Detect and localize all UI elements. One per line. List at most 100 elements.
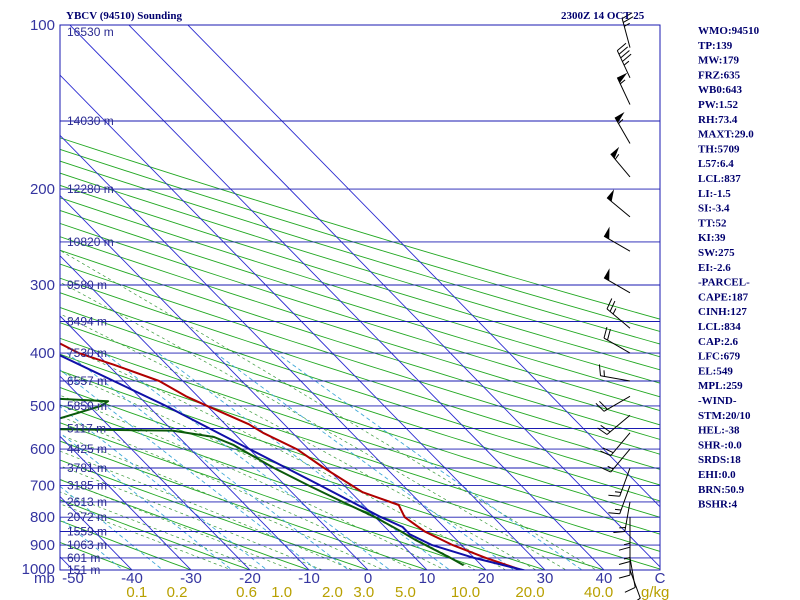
stability-index: BRN:50.9	[698, 484, 745, 496]
temperature-tick-label: -50	[62, 570, 84, 587]
stability-index: LCL:834	[698, 321, 741, 333]
wind-barb-flag	[609, 300, 616, 312]
height-label: 2072 m	[67, 510, 107, 524]
wind-barb-half-flag	[623, 542, 631, 546]
wind-barb	[613, 501, 631, 533]
dry-adiabat	[60, 184, 660, 371]
mixing-ratio-line	[104, 352, 391, 570]
wind-barb-pennant	[610, 146, 620, 159]
wind-barb-half-flag	[623, 60, 630, 66]
wind-barb	[621, 12, 634, 48]
isotherm	[60, 255, 369, 570]
pressure-tick-label: 1000	[22, 561, 55, 578]
dry-adiabat	[60, 222, 660, 412]
mixing-ratio-tick-label: 40.0	[584, 584, 613, 600]
temperature-tick-label: -10	[298, 570, 320, 587]
dry-adiabat	[60, 197, 660, 384]
wind-barb-flag	[618, 574, 631, 579]
isotherm	[60, 375, 251, 570]
wind-barb-flag	[600, 424, 611, 433]
moist-adiabat	[60, 434, 385, 570]
height-label: 12280 m	[67, 182, 114, 196]
pressure-tick-label: 700	[30, 478, 55, 495]
pressure-tick-label: 600	[30, 441, 55, 458]
height-label: 7530 m	[67, 346, 107, 360]
stability-index: STM:20/10	[698, 410, 751, 422]
mixing-ratio-line	[60, 432, 233, 570]
stability-index: -PARCEL-	[698, 277, 750, 289]
wind-barb-staff	[603, 235, 631, 252]
wind-barb-half-flag	[612, 308, 617, 315]
mixing-ratio-tick-label: 0.1	[126, 584, 147, 600]
isobars	[60, 120, 660, 570]
isotherm	[60, 134, 487, 570]
dry-adiabat	[60, 422, 488, 570]
wind-barb-flag	[620, 50, 630, 59]
parcel-profile	[60, 354, 528, 570]
wind-barb-flag	[618, 546, 631, 551]
stability-index: TT:52	[698, 217, 727, 229]
mixing-ratio-line	[158, 352, 451, 570]
wind-barb-flag	[600, 450, 611, 457]
wind-barb-flag	[602, 447, 614, 454]
temperature-tick-label: -30	[180, 570, 202, 587]
mixing-ratio-tick-label: 1.0	[271, 584, 292, 600]
wind-barb-staff	[629, 569, 641, 599]
wind-barb-flag	[597, 427, 608, 435]
isotherm	[60, 194, 428, 570]
wind-barb-staff	[603, 395, 631, 412]
wind-barb-flag	[599, 400, 608, 410]
stability-index: L57:6.4	[698, 158, 734, 170]
wind-barb-pennant	[604, 226, 610, 240]
stability-index: WMO:94510	[698, 25, 760, 37]
wind-barb-flag	[618, 46, 629, 55]
mixing-ratio-tick-label: 2.0	[322, 584, 343, 600]
height-label: 5117 m	[67, 422, 106, 436]
stability-index: LFC:679	[698, 351, 741, 363]
wind-barb-staff	[606, 197, 631, 218]
height-label: 1559 m	[67, 525, 107, 539]
mixing-ratio-tick-label: 20.0	[515, 584, 544, 600]
mixing-ratio-tick-label: 5.0	[395, 584, 416, 600]
mixing-ratio-lines	[60, 352, 583, 570]
wind-barb-half-flag	[624, 22, 630, 27]
stability-index: PW:1.52	[698, 99, 739, 111]
stability-index: HEL:-38	[698, 425, 740, 437]
stability-index: TH:5709	[698, 143, 740, 155]
isotherm	[128, 25, 660, 568]
temperature-profile	[60, 342, 527, 570]
isotherm	[60, 315, 310, 570]
moist-adiabat	[60, 281, 567, 570]
wind-barb-staff	[619, 485, 631, 514]
moist-adiabat	[60, 343, 507, 570]
mixing-ratio-line	[66, 352, 350, 570]
stability-index: CAP:2.6	[698, 336, 739, 348]
dry-adiabat	[60, 479, 311, 570]
mixing-ratio-tick-label: 0.6	[236, 584, 257, 600]
wind-barb-flag	[623, 16, 634, 23]
stability-index: KI:39	[698, 232, 726, 244]
mixing-ratio-line	[215, 352, 515, 570]
wind-barb	[606, 189, 631, 218]
mixing-ratio-unit-label: g/kg	[641, 584, 669, 600]
wind-barb-half-flag	[614, 154, 620, 160]
wind-barb-half-flag	[623, 557, 631, 560]
height-label: 10820 m	[67, 235, 114, 249]
wind-barb-flag	[606, 298, 613, 310]
wind-barb	[600, 448, 631, 473]
height-label: 3781 m	[67, 461, 107, 475]
wind-barb-flag	[603, 326, 608, 339]
stability-index: BSHR:4	[698, 499, 738, 511]
isotherm	[187, 25, 660, 508]
isotherm	[69, 25, 605, 570]
stability-index: WB0:643	[698, 84, 743, 96]
pressure-tick-label: 500	[30, 398, 55, 415]
wind-barb-staff	[616, 50, 631, 79]
dry-adiabat	[60, 307, 660, 502]
wind-barb-staff	[606, 308, 631, 329]
height-label: 3185 m	[67, 479, 107, 493]
temperature-axis: -50 -40 -30 -20 -10 0 10 20 30 40 C	[62, 570, 665, 587]
wind-barb-staff	[600, 375, 631, 382]
height-label: 601 m	[67, 551, 100, 565]
